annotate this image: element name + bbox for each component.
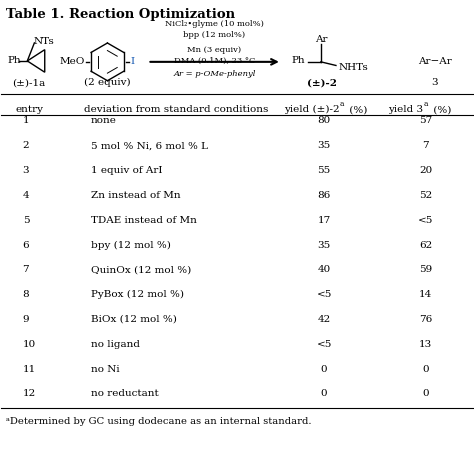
Text: 55: 55 — [318, 166, 331, 175]
Text: Table 1. Reaction Optimization: Table 1. Reaction Optimization — [6, 8, 235, 21]
Text: 17: 17 — [318, 216, 331, 225]
Text: PyBox (12 mol %): PyBox (12 mol %) — [91, 290, 184, 299]
Text: 20: 20 — [419, 166, 432, 175]
Text: Ar: Ar — [315, 35, 327, 44]
Text: 0: 0 — [321, 390, 328, 399]
Text: ᵃDetermined by GC using dodecane as an internal standard.: ᵃDetermined by GC using dodecane as an i… — [6, 416, 311, 425]
Text: DMA (0.1M), 23 °C: DMA (0.1M), 23 °C — [173, 57, 255, 65]
Text: 4: 4 — [23, 191, 29, 200]
Text: 1 equiv of ArI: 1 equiv of ArI — [91, 166, 163, 175]
Text: 0: 0 — [422, 390, 429, 399]
Text: 57: 57 — [419, 117, 432, 125]
Text: 62: 62 — [419, 241, 432, 250]
Text: 59: 59 — [419, 266, 432, 274]
Text: deviation from standard conditions: deviation from standard conditions — [84, 105, 268, 114]
Text: <5: <5 — [317, 340, 332, 349]
Text: TDAE instead of Mn: TDAE instead of Mn — [91, 216, 197, 225]
Text: Ph: Ph — [292, 55, 305, 64]
Text: 35: 35 — [318, 241, 331, 250]
Text: <5: <5 — [418, 216, 433, 225]
Text: 11: 11 — [23, 365, 36, 374]
Text: 35: 35 — [318, 141, 331, 150]
Text: 13: 13 — [419, 340, 432, 349]
Text: 80: 80 — [318, 117, 331, 125]
Text: (±)-2: (±)-2 — [307, 78, 337, 87]
Text: no ligand: no ligand — [91, 340, 140, 349]
Text: yield 3: yield 3 — [388, 105, 423, 114]
Text: no Ni: no Ni — [91, 365, 119, 374]
Text: NTs: NTs — [34, 37, 54, 45]
Text: 3: 3 — [432, 78, 438, 87]
Text: 42: 42 — [318, 315, 331, 324]
Text: NiCl₂•glyme (10 mol%): NiCl₂•glyme (10 mol%) — [165, 20, 264, 28]
Text: bpp (12 mol%): bpp (12 mol%) — [183, 31, 246, 39]
Text: <5: <5 — [317, 290, 332, 299]
Text: 12: 12 — [23, 390, 36, 399]
Text: (2 equiv): (2 equiv) — [84, 78, 131, 87]
Text: (%): (%) — [346, 105, 368, 114]
Text: 2: 2 — [23, 141, 29, 150]
Text: MeO: MeO — [59, 57, 85, 66]
Text: (±)-1a: (±)-1a — [12, 78, 46, 87]
Text: Ar = p-OMe-phenyl: Ar = p-OMe-phenyl — [173, 69, 255, 78]
Text: 40: 40 — [318, 266, 331, 274]
Text: BiOx (12 mol %): BiOx (12 mol %) — [91, 315, 177, 324]
Text: 7: 7 — [422, 141, 429, 150]
Text: 0: 0 — [321, 365, 328, 374]
Text: 86: 86 — [318, 191, 331, 200]
Text: a: a — [424, 100, 428, 108]
Text: QuinOx (12 mol %): QuinOx (12 mol %) — [91, 266, 191, 274]
Text: no reductant: no reductant — [91, 390, 159, 399]
Text: Ar−Ar: Ar−Ar — [418, 57, 452, 66]
Text: bpy (12 mol %): bpy (12 mol %) — [91, 241, 171, 250]
Text: NHTs: NHTs — [338, 63, 368, 72]
Text: Mn (3 equiv): Mn (3 equiv) — [187, 46, 241, 54]
Text: I: I — [130, 57, 134, 66]
Text: 7: 7 — [23, 266, 29, 274]
Text: 6: 6 — [23, 241, 29, 250]
Text: 9: 9 — [23, 315, 29, 324]
Text: 5: 5 — [23, 216, 29, 225]
Text: 1: 1 — [23, 117, 29, 125]
Text: entry: entry — [16, 105, 44, 114]
Text: Zn instead of Mn: Zn instead of Mn — [91, 191, 181, 200]
Text: 52: 52 — [419, 191, 432, 200]
Text: 10: 10 — [23, 340, 36, 349]
Text: 14: 14 — [419, 290, 432, 299]
Text: yield (±)-2: yield (±)-2 — [284, 105, 340, 114]
Text: a: a — [340, 100, 344, 108]
Text: 5 mol % Ni, 6 mol % L: 5 mol % Ni, 6 mol % L — [91, 141, 208, 150]
Text: 0: 0 — [422, 365, 429, 374]
Text: none: none — [91, 117, 117, 125]
Text: 76: 76 — [419, 315, 432, 324]
Text: (%): (%) — [430, 105, 452, 114]
Text: 3: 3 — [23, 166, 29, 175]
Text: 8: 8 — [23, 290, 29, 299]
Text: Ph: Ph — [7, 56, 21, 65]
